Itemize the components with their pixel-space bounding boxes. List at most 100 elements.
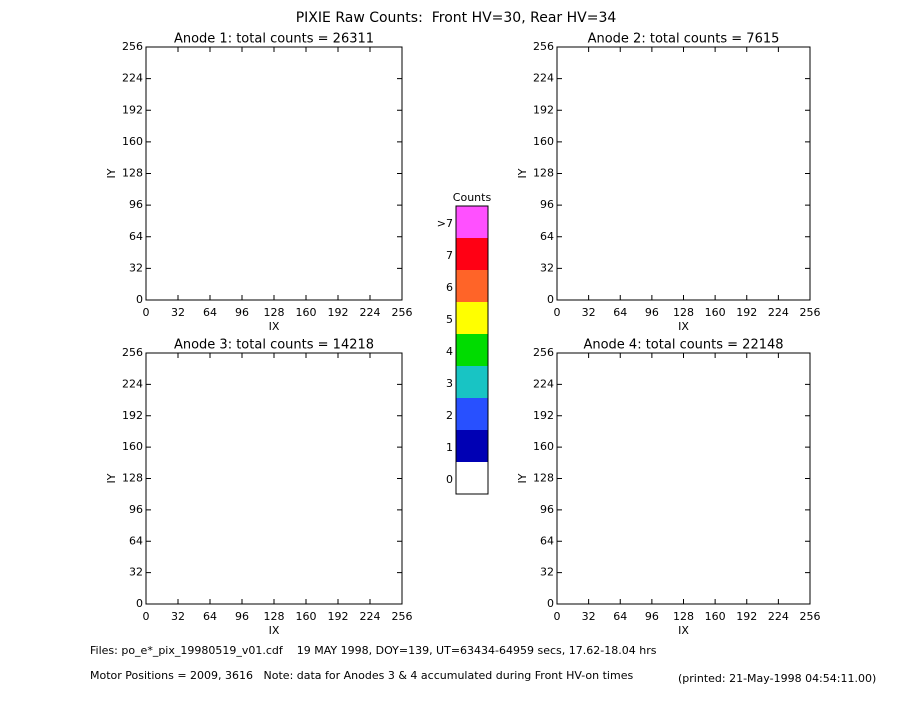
y-tick-label: 32 [540,261,554,274]
footer-files: Files: po_e*_pix_19980519_v01.cdf 19 MAY… [90,644,657,657]
y-tick-label: 0 [547,293,554,306]
x-tick-label: 64 [613,610,627,623]
x-tick-label: 192 [736,610,757,623]
x-tick-label: 256 [800,610,821,623]
y-tick-label: 128 [122,472,143,485]
x-axis-label: IX [678,320,689,333]
panel-title: Anode 4: total counts = 22148 [583,338,783,353]
panel-title: Anode 2: total counts = 7615 [588,32,780,47]
colorbar-label: 5 [446,313,453,326]
x-tick-label: 32 [582,610,596,623]
colorbar-label: >7 [437,217,453,230]
y-tick-label: 96 [129,198,143,211]
x-tick-label: 224 [768,306,789,319]
x-tick-label: 96 [235,306,249,319]
y-tick-label: 0 [136,597,143,610]
y-tick-label: 224 [533,377,554,390]
x-tick-label: 224 [360,306,381,319]
y-tick-label: 256 [533,346,554,359]
x-tick-label: 128 [673,306,694,319]
colorbar-cell [456,302,488,334]
x-axis-label: IX [678,624,689,637]
page-title: PIXIE Raw Counts: Front HV=30, Rear HV=3… [296,10,617,26]
y-tick-label: 96 [129,503,143,516]
colorbar-label: 4 [446,345,453,358]
y-tick-label: 96 [540,503,554,516]
y-tick-label: 160 [533,440,554,453]
x-tick-label: 96 [235,610,249,623]
x-tick-label: 256 [800,306,821,319]
x-tick-label: 160 [705,610,726,623]
x-tick-label: 32 [171,306,185,319]
y-tick-label: 256 [122,346,143,359]
x-tick-label: 0 [554,610,561,623]
colorbar-label: 1 [446,441,453,454]
y-tick-label: 0 [136,293,143,306]
y-tick-label: 32 [129,261,143,274]
colorbar-label: 3 [446,377,453,390]
footer-printed: (printed: 21-May-1998 04:54:11.00) [678,672,876,685]
colorbar-cell [456,398,488,430]
y-tick-label: 192 [122,103,143,116]
colorbar-cell [456,462,488,494]
y-tick-label: 64 [129,534,143,547]
x-tick-label: 64 [203,610,217,623]
x-tick-label: 0 [143,610,150,623]
footer-note: Motor Positions = 2009, 3616 Note: data … [90,669,633,682]
x-tick-label: 160 [705,306,726,319]
x-tick-label: 128 [673,610,694,623]
x-tick-label: 0 [554,306,561,319]
x-tick-label: 160 [296,610,317,623]
x-tick-label: 192 [328,306,349,319]
y-tick-label: 64 [129,230,143,243]
y-tick-label: 32 [540,566,554,579]
x-tick-label: 96 [645,306,659,319]
colorbar-cell [456,270,488,302]
y-axis-label: IY [516,473,529,483]
x-tick-label: 0 [143,306,150,319]
y-tick-label: 128 [533,472,554,485]
y-tick-label: 160 [533,135,554,148]
x-tick-label: 256 [392,610,413,623]
colorbar-label: 0 [446,473,453,486]
y-tick-label: 192 [533,409,554,422]
panel-title: Anode 3: total counts = 14218 [174,338,374,353]
panel-title: Anode 1: total counts = 26311 [174,32,374,47]
colorbar-title: Counts [453,191,492,204]
x-tick-label: 32 [582,306,596,319]
y-tick-label: 160 [122,135,143,148]
y-tick-label: 160 [122,440,143,453]
x-tick-label: 224 [360,610,381,623]
x-tick-label: 192 [736,306,757,319]
x-tick-label: 128 [264,610,285,623]
x-tick-label: 160 [296,306,317,319]
x-axis-label: IX [269,320,280,333]
y-tick-label: 128 [533,167,554,180]
y-axis-label: IY [516,168,529,178]
y-tick-label: 192 [122,409,143,422]
colorbar-cell [456,334,488,366]
colorbar-label: 6 [446,281,453,294]
colorbar-cell [456,206,488,238]
y-tick-label: 256 [122,40,143,53]
y-tick-label: 224 [122,72,143,85]
y-tick-label: 0 [547,597,554,610]
y-tick-label: 192 [533,103,554,116]
colorbar-label: 7 [446,249,453,262]
x-tick-label: 64 [203,306,217,319]
y-axis-label: IY [105,473,118,483]
colorbar-cell [456,238,488,270]
x-tick-label: 64 [613,306,627,319]
y-tick-label: 96 [540,198,554,211]
y-tick-label: 64 [540,230,554,243]
colorbar-label: 2 [446,409,453,422]
colorbar-cell [456,366,488,398]
x-axis-label: IX [269,624,280,637]
colorbar-cell [456,430,488,462]
y-tick-label: 64 [540,534,554,547]
x-tick-label: 224 [768,610,789,623]
x-tick-label: 96 [645,610,659,623]
y-tick-label: 224 [533,72,554,85]
